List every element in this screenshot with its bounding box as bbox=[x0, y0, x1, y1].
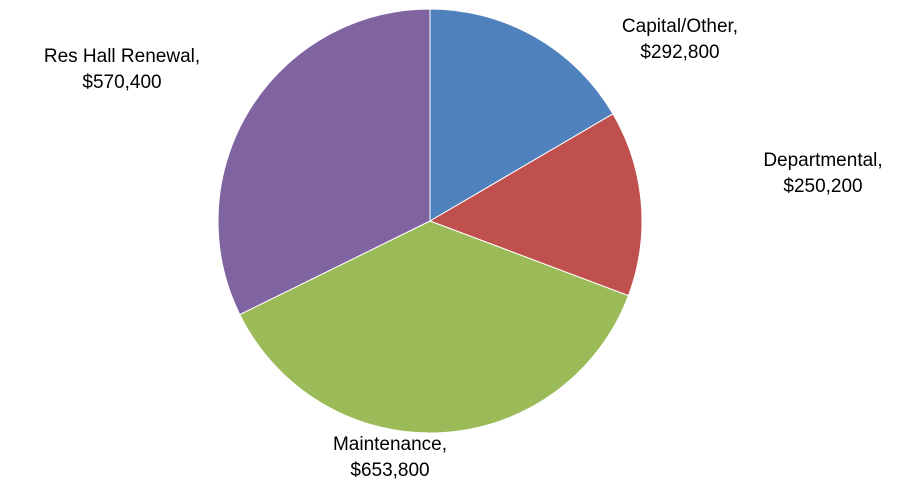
slice-label-res-hall-renewal: Res Hall Renewal, $570,400 bbox=[0, 44, 244, 96]
slice-label-value: $250,200 bbox=[783, 176, 863, 197]
slice-label-value: $653,800 bbox=[350, 460, 430, 481]
slice-label-capital-other: Capital/Other, $292,800 bbox=[600, 14, 760, 66]
slice-label-departmental: Departmental, $250,200 bbox=[735, 148, 911, 200]
slice-label-value: $292,800 bbox=[640, 42, 720, 63]
slice-label-name: Res Hall Renewal, bbox=[43, 46, 201, 67]
slice-label-name: Capital/Other, bbox=[621, 16, 739, 37]
pie-slice-capital-other bbox=[429, 8, 614, 222]
slice-label-maintenance: Maintenance, $653,800 bbox=[300, 432, 480, 484]
pie-slice-departmental bbox=[428, 113, 643, 297]
slice-label-name: Maintenance, bbox=[332, 434, 448, 455]
slice-label-value: $570,400 bbox=[82, 72, 162, 93]
slice-label-name: Departmental, bbox=[763, 150, 883, 171]
pie-slice-maintenance bbox=[239, 220, 630, 434]
pie-slice-res-hall-renewal bbox=[217, 8, 431, 316]
